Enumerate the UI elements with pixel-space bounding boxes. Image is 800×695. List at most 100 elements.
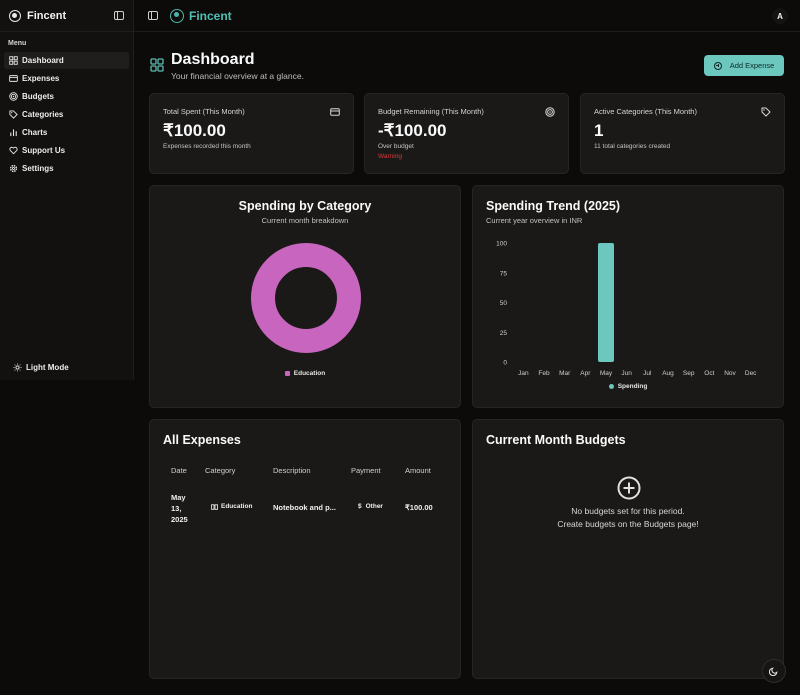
plus-circle-icon[interactable] — [617, 476, 641, 500]
sidebar-item-charts[interactable]: Charts — [4, 124, 129, 141]
panel-title: Spending Trend (2025) — [486, 199, 621, 213]
x-tick-label: Oct — [704, 370, 714, 377]
sidebar-item-label: Expenses — [22, 74, 60, 83]
add-expense-button[interactable]: Add Expense — [704, 55, 784, 76]
brand-logo-icon — [9, 9, 21, 22]
dollar-icon: $ — [358, 503, 362, 510]
current-month-budgets-card: Current Month Budgets No budgets set for… — [472, 419, 784, 679]
bar-chart: 0 25 50 75 100 Jan Feb Mar Apr May Jun Jul Aug Sep Oct… — [496, 241, 757, 378]
tag-icon — [9, 110, 18, 119]
gear-icon — [9, 164, 18, 173]
sun-icon — [13, 363, 22, 372]
column-header-category[interactable]: Category — [205, 466, 236, 475]
y-tick-label: 100 — [496, 241, 507, 248]
category-badge: Education — [211, 503, 252, 510]
stat-label: Total Spent (This Month) — [163, 107, 245, 116]
light-mode-label: Light Mode — [26, 363, 69, 372]
cell-description: Notebook and p... — [273, 503, 336, 512]
x-tick-label: Jul — [643, 370, 652, 377]
column-header-description[interactable]: Description — [273, 466, 311, 475]
sidebar-item-label: Dashboard — [22, 56, 64, 65]
payment-label: Other — [365, 503, 383, 510]
stat-value: ₹100.00 — [163, 121, 226, 140]
cell-amount: ₹100.00 — [405, 503, 433, 512]
panel-subtitle: Current month breakdown — [261, 216, 349, 225]
chart-legend: Spending — [473, 383, 783, 390]
theme-toggle-button[interactable] — [762, 659, 786, 683]
sidebar-header: Fincent — [0, 0, 133, 32]
app-name: Fincent — [189, 8, 232, 23]
empty-hint: Create budgets on the Budgets page! — [557, 519, 699, 529]
column-header-date[interactable]: Date — [171, 466, 187, 475]
stat-card-budget-remaining: Budget Remaining (This Month) -₹100.00 O… — [364, 93, 569, 174]
legend-swatch — [608, 384, 614, 389]
light-mode-toggle[interactable]: Light Mode — [8, 359, 74, 376]
column-header-payment[interactable]: Payment — [351, 466, 381, 475]
spending-by-category-card: Spending by Category Current month break… — [149, 185, 461, 408]
sidebar-item-label: Settings — [22, 164, 54, 173]
sidebar-item-expenses[interactable]: Expenses — [4, 70, 129, 87]
legend-swatch — [284, 371, 290, 376]
x-tick-label: May — [600, 370, 613, 377]
heart-icon — [9, 146, 18, 155]
stat-value: 1 — [594, 121, 604, 140]
stat-card-total-spent: Total Spent (This Month) ₹100.00 Expense… — [149, 93, 354, 174]
stat-card-active-categories: Active Categories (This Month) 1 11 tota… — [580, 93, 785, 174]
app-logo-icon — [170, 8, 184, 23]
stat-label: Budget Remaining (This Month) — [378, 107, 484, 116]
card-icon — [330, 108, 340, 116]
cell-date: May 13, 2025 — [171, 493, 188, 524]
x-tick-label: Apr — [580, 370, 591, 377]
menu-label: Menu — [8, 40, 27, 47]
sidebar-toggle-icon[interactable] — [114, 11, 124, 20]
bar — [598, 243, 614, 362]
pie-slice — [251, 243, 361, 353]
all-expenses-card: All Expenses — [149, 419, 461, 679]
x-tick-label: Nov — [724, 370, 736, 377]
sidebar-item-categories[interactable]: Categories — [4, 106, 129, 123]
brand-name: Fincent — [27, 9, 67, 22]
y-tick-label: 0 — [503, 360, 507, 367]
sidebar-item-label: Budgets — [22, 92, 54, 101]
y-tick-label: 75 — [500, 270, 508, 277]
dashboard-icon — [150, 58, 164, 72]
sidebar-item-label: Categories — [22, 110, 64, 119]
x-tick-label: Aug — [662, 370, 674, 377]
bar-chart-icon — [9, 128, 18, 137]
donut-chart — [251, 243, 361, 353]
x-tick-label: Jun — [621, 370, 632, 377]
sidebar-item-label: Charts — [22, 128, 48, 137]
sidebar-item-budgets[interactable]: Budgets — [4, 88, 129, 105]
moon-icon — [769, 667, 778, 676]
y-tick-label: 25 — [500, 330, 508, 337]
x-tick-label: Mar — [559, 370, 571, 377]
sidebar-item-settings[interactable]: Settings — [4, 160, 129, 177]
stat-note: Expenses recorded this month — [163, 143, 251, 150]
page-title: Dashboard — [171, 51, 255, 68]
category-label: Education — [221, 503, 253, 510]
legend-label: Spending — [617, 383, 648, 390]
target-icon — [545, 107, 555, 117]
book-icon — [211, 503, 218, 510]
panel-title: All Expenses — [163, 433, 241, 447]
column-header-amount[interactable]: Amount — [405, 466, 431, 475]
card-icon — [9, 74, 18, 83]
x-tick-label: Sep — [683, 370, 695, 377]
add-expense-label: Add Expense — [729, 61, 775, 70]
top-bar: Fincent A — [134, 0, 800, 32]
sidebar-item-dashboard[interactable]: Dashboard — [4, 52, 129, 69]
x-tick-label: Jan — [518, 370, 529, 377]
panel-title: Current Month Budgets — [486, 433, 626, 447]
sidebar: Fincent Menu Dashboard Expenses Budgets … — [0, 0, 134, 380]
warning-text: Warning — [378, 153, 402, 160]
page-subtitle: Your financial overview at a glance. — [171, 71, 304, 81]
empty-message: No budgets set for this period. — [571, 506, 685, 516]
y-tick-label: 50 — [500, 300, 508, 307]
avatar[interactable]: A — [772, 8, 788, 24]
sidebar-item-support-us[interactable]: Support Us — [4, 142, 129, 159]
sidebar-toggle-icon[interactable] — [148, 11, 158, 20]
sidebar-item-label: Support Us — [22, 146, 66, 155]
stat-value: -₹100.00 — [378, 121, 447, 140]
payment-badge: $ Other — [358, 503, 383, 510]
panel-subtitle: Current year overview in INR — [486, 216, 583, 225]
